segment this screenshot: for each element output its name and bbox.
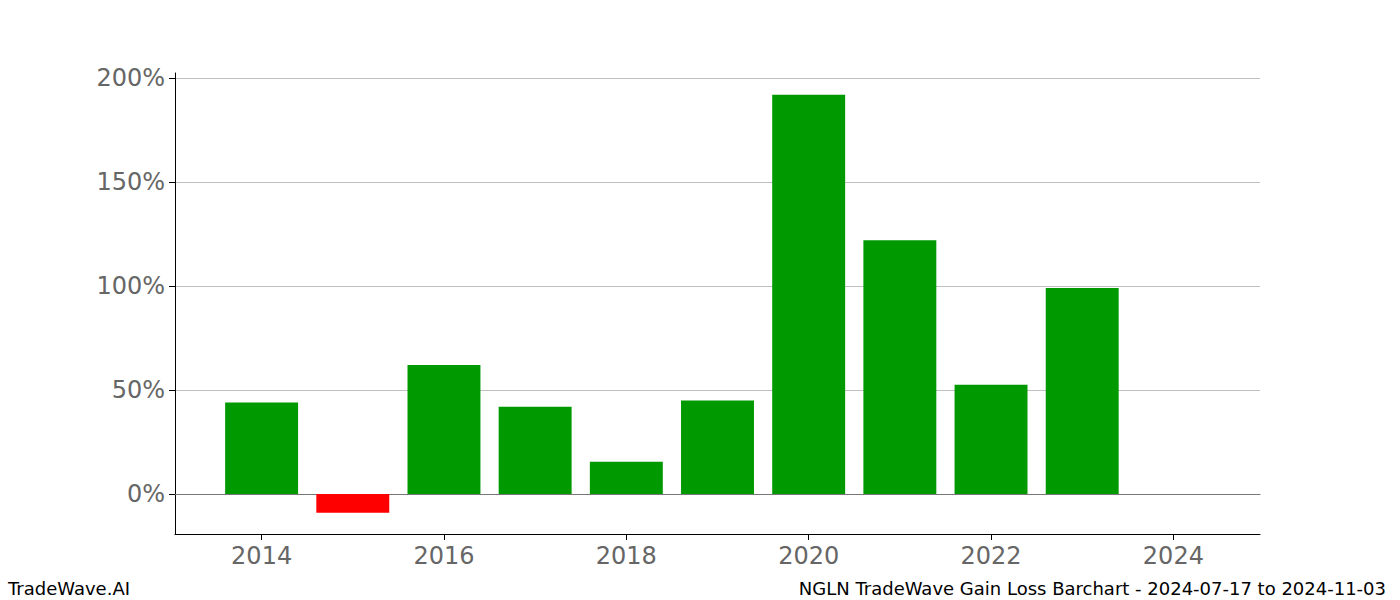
svg-text:2020: 2020 <box>778 542 839 570</box>
svg-text:150%: 150% <box>96 168 165 196</box>
svg-text:2014: 2014 <box>231 542 292 570</box>
svg-text:100%: 100% <box>96 272 165 300</box>
svg-text:NGLN TradeWave Gain Loss Barch: NGLN TradeWave Gain Loss Barchart - 2024… <box>799 578 1386 599</box>
svg-text:2022: 2022 <box>960 542 1021 570</box>
svg-text:TradeWave.AI: TradeWave.AI <box>7 578 130 599</box>
svg-text:200%: 200% <box>96 64 165 92</box>
svg-text:2018: 2018 <box>596 542 657 570</box>
svg-text:50%: 50% <box>112 376 165 404</box>
svg-text:2024: 2024 <box>1143 542 1204 570</box>
svg-text:2016: 2016 <box>413 542 474 570</box>
svg-text:0%: 0% <box>127 480 165 508</box>
